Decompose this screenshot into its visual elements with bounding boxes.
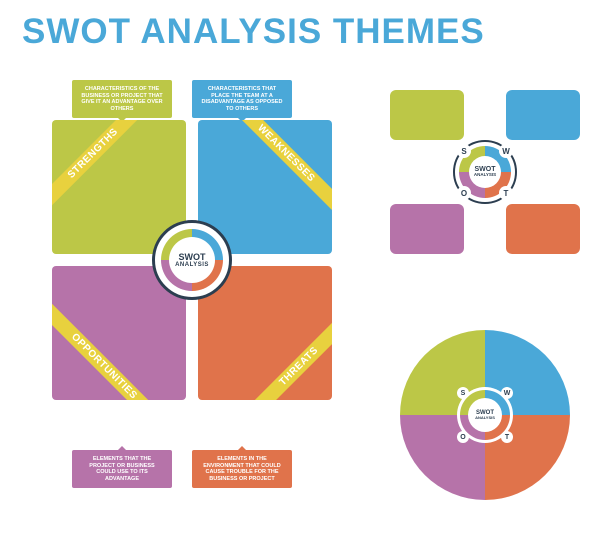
center-badge-b: SWOTANALYSIS S W O T — [453, 140, 517, 204]
callout-opportunities: ELEMENTS THAT THE PROJECT OR BUSINESS CO… — [72, 450, 172, 488]
ribbon-threats: THREATS — [241, 308, 332, 400]
letter-w: W — [499, 144, 513, 158]
c-letter-w: W — [501, 387, 513, 399]
callout-strengths: CHARACTERISTICS OF THE BUSINESS OR PROJE… — [72, 80, 172, 118]
center-label-c: SWOTANALYSIS — [468, 398, 502, 432]
c-letter-t: T — [501, 431, 513, 443]
letter-o: O — [457, 186, 471, 200]
c-letter-o: O — [457, 431, 469, 443]
page-title: SWOT ANALYSIS THEMES — [22, 12, 485, 52]
center-badge-c: SWOTANALYSIS S W O T — [457, 387, 513, 443]
letter-s: S — [457, 144, 471, 158]
ribbon-opportunities: OPPORTUNITIES — [52, 295, 176, 400]
swot-diagram-ribbon-grid: CHARACTERISTICS OF THE BUSINESS OR PROJE… — [22, 70, 362, 500]
center-label-b: SWOTANALYSIS — [469, 156, 501, 188]
swot-diagram-boxes-circle: SWOTANALYSIS S W O T — [390, 90, 580, 270]
ribbon-strengths: STRENGTHS — [52, 120, 157, 218]
center-badge-a: SWOTANALYSIS — [152, 220, 232, 300]
box-weaknesses — [506, 90, 580, 140]
ribbon-weaknesses: WEAKNESSES — [218, 120, 332, 221]
callout-threats: ELEMENTS IN THE ENVIRONMENT THAT COULD C… — [192, 450, 292, 488]
c-letter-s: S — [457, 387, 469, 399]
box-threats — [506, 204, 580, 254]
swot-diagram-pie: SWOTANALYSIS S W O T — [390, 320, 580, 510]
center-label-a: SWOTANALYSIS — [169, 237, 215, 283]
box-strengths — [390, 90, 464, 140]
box-opportunities — [390, 204, 464, 254]
letter-t: T — [499, 186, 513, 200]
callout-weaknesses: CHARACTERISTICS THAT PLACE THE TEAM AT A… — [192, 80, 292, 118]
